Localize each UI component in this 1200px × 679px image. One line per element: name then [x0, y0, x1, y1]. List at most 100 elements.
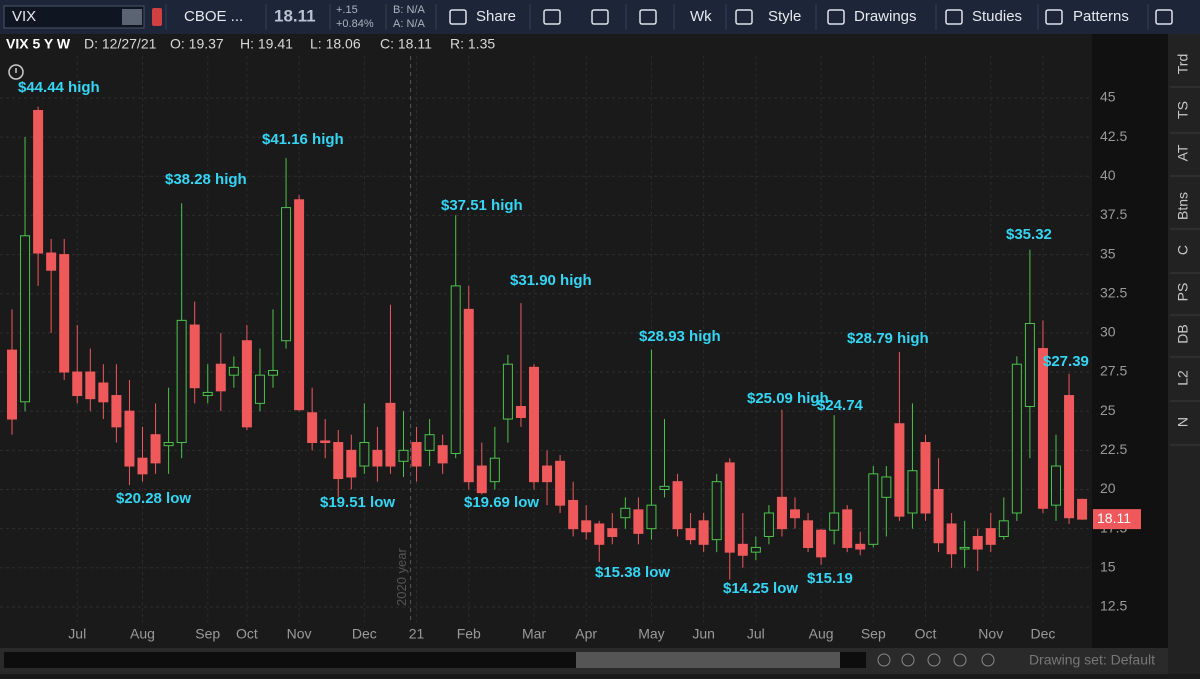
candle-body — [959, 546, 970, 550]
x-tick-label: Feb — [457, 626, 481, 642]
candle-body — [829, 512, 840, 531]
candle-body — [972, 535, 983, 550]
candle-body — [20, 235, 31, 403]
candle-body — [542, 465, 553, 483]
y-tick-label: 32.5 — [1100, 284, 1127, 300]
toolbar-button[interactable]: Share — [476, 8, 516, 25]
candle-body — [33, 110, 44, 254]
candle-body — [750, 546, 761, 553]
candle-body — [698, 520, 709, 545]
x-tick-label: Sep — [861, 626, 886, 642]
x-tick-label: May — [638, 626, 664, 642]
candle-body — [46, 252, 57, 271]
candle-body — [1024, 322, 1035, 408]
candle-body — [724, 462, 735, 553]
x-tick-label: 21 — [409, 626, 425, 642]
x-tick-label: Jun — [692, 626, 715, 642]
y-tick-label: 37.5 — [1100, 206, 1127, 222]
candle-body — [737, 543, 748, 556]
toolbar-button[interactable]: Drawings — [854, 8, 917, 25]
candle-body — [333, 442, 344, 480]
more-icon[interactable] — [1155, 9, 1173, 25]
drawing-set[interactable]: Drawing set: Default — [1029, 652, 1155, 668]
side-tab[interactable]: AT — [1175, 144, 1191, 161]
candle-body — [998, 520, 1009, 537]
candle-body — [385, 402, 396, 467]
candle-body — [907, 470, 918, 514]
annotation: $28.93 high — [639, 328, 721, 345]
candle-body — [189, 324, 200, 389]
x-tick-label: Dec — [352, 626, 377, 642]
side-tab[interactable]: Btns — [1175, 192, 1191, 220]
symbol-period: VIX 5 Y W — [6, 36, 71, 52]
side-tab[interactable]: Trd — [1175, 54, 1191, 74]
candle-body — [176, 319, 187, 444]
candle-body — [502, 363, 513, 420]
snapshot-icon[interactable] — [543, 9, 561, 25]
side-tab[interactable]: N — [1175, 417, 1191, 427]
toolbar-button[interactable]: Wk — [690, 8, 712, 25]
y-tick-label: 35 — [1100, 245, 1116, 261]
annotation: $19.69 low — [464, 494, 539, 511]
candle-body — [463, 308, 474, 483]
candle-body — [437, 445, 448, 464]
symbol-input[interactable] — [3, 5, 145, 29]
info-icon[interactable] — [8, 64, 24, 80]
candle-body — [124, 410, 135, 467]
annotation: $28.79 high — [847, 330, 929, 347]
change: +.15 — [336, 4, 358, 16]
side-tab[interactable]: PS — [1175, 283, 1191, 302]
style-icon[interactable] — [735, 9, 753, 25]
candle-body — [150, 434, 161, 464]
dropdown[interactable] — [122, 9, 142, 25]
toolbar-button[interactable]: Patterns — [1073, 8, 1129, 25]
patterns-icon[interactable] — [1045, 9, 1063, 25]
settings-icon[interactable] — [639, 9, 657, 25]
scroll-thumb[interactable] — [576, 652, 840, 668]
x-tick-label: Jul — [747, 626, 765, 642]
open: O: 19.37 — [170, 36, 224, 52]
candle-body — [359, 442, 370, 467]
lab-icon[interactable] — [591, 9, 609, 25]
annotation: $15.19 — [807, 570, 853, 587]
candle-body — [398, 449, 409, 462]
y-tick-label: 45 — [1100, 89, 1116, 105]
annotation: $14.25 low — [723, 580, 798, 597]
candle-body — [594, 523, 605, 545]
candle-body — [776, 496, 787, 530]
alert-icon — [152, 8, 162, 26]
candle-body — [294, 199, 305, 411]
annotation: $19.51 low — [320, 494, 395, 511]
side-panel — [1168, 34, 1200, 674]
annotation: $20.28 low — [116, 490, 191, 507]
candle-body — [985, 528, 996, 545]
candle-body — [424, 434, 435, 451]
exchange: CBOE ... — [184, 8, 243, 25]
candle-body — [607, 528, 618, 537]
x-tick-label: Oct — [915, 626, 937, 642]
x-tick-label: Aug — [809, 626, 834, 642]
candle-body — [1077, 498, 1088, 520]
symbol: VIX — [12, 8, 36, 25]
candle-body — [163, 442, 174, 447]
side-tab[interactable]: C — [1175, 245, 1191, 255]
share-icon[interactable] — [449, 9, 467, 25]
candle-body — [268, 369, 278, 376]
toolbar-button[interactable]: Studies — [972, 8, 1022, 25]
annotation: $15.38 low — [595, 564, 670, 581]
side-tab[interactable]: L2 — [1175, 370, 1191, 386]
low: L: 18.06 — [310, 36, 361, 52]
candle-body — [450, 285, 461, 454]
side-tab[interactable]: TS — [1175, 101, 1191, 119]
last-price-label: 18.11 — [1097, 510, 1131, 526]
side-tab[interactable]: DB — [1175, 324, 1191, 343]
drawings-icon[interactable] — [827, 9, 845, 25]
studies-icon[interactable] — [945, 9, 963, 25]
y-tick-label: 25 — [1100, 402, 1116, 418]
candle-body — [137, 457, 148, 475]
candle-body — [816, 529, 827, 558]
toolbar-button[interactable]: Style — [768, 8, 801, 25]
candle-body — [215, 363, 226, 392]
x-tick-label: Nov — [978, 626, 1003, 642]
candle-body — [842, 509, 853, 548]
